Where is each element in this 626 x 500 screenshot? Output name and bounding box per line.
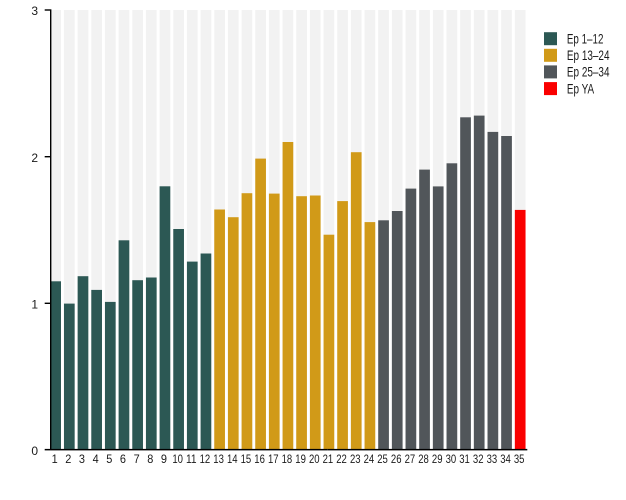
- svg-text:27: 27: [405, 452, 416, 466]
- svg-text:25: 25: [377, 452, 388, 466]
- svg-text:23: 23: [350, 452, 361, 466]
- svg-text:35: 35: [514, 452, 525, 466]
- svg-text:24: 24: [364, 452, 375, 466]
- svg-text:0: 0: [31, 444, 38, 458]
- svg-text:28: 28: [418, 452, 429, 466]
- svg-text:7: 7: [134, 452, 140, 466]
- svg-text:1: 1: [31, 297, 38, 311]
- svg-text:32: 32: [473, 452, 484, 466]
- svg-text:8: 8: [147, 452, 153, 466]
- svg-text:5: 5: [106, 452, 112, 466]
- svg-text:13: 13: [213, 452, 224, 466]
- svg-text:15: 15: [241, 452, 252, 466]
- svg-text:29: 29: [432, 452, 443, 466]
- svg-text:31: 31: [459, 452, 470, 466]
- svg-text:30: 30: [446, 452, 457, 466]
- svg-text:4: 4: [93, 452, 99, 466]
- svg-text:Ep 25–34: Ep 25–34: [567, 65, 610, 80]
- svg-text:34: 34: [500, 452, 511, 466]
- svg-text:33: 33: [487, 452, 498, 466]
- svg-text:3: 3: [31, 4, 38, 18]
- svg-text:2: 2: [31, 151, 38, 165]
- svg-text:10: 10: [172, 452, 183, 466]
- svg-text:26: 26: [391, 452, 402, 466]
- svg-text:21: 21: [323, 452, 334, 466]
- svg-text:2: 2: [65, 452, 71, 466]
- svg-text:16: 16: [254, 452, 265, 466]
- svg-text:19: 19: [295, 452, 306, 466]
- svg-text:20: 20: [309, 452, 320, 466]
- svg-text:18: 18: [282, 452, 293, 466]
- svg-text:12: 12: [200, 452, 211, 466]
- svg-text:14: 14: [227, 452, 238, 466]
- svg-text:Ep 1–12: Ep 1–12: [567, 32, 604, 47]
- svg-text:Ep 13–24: Ep 13–24: [567, 48, 610, 63]
- svg-text:9: 9: [161, 452, 167, 466]
- svg-text:17: 17: [268, 452, 279, 466]
- svg-text:3: 3: [79, 452, 85, 466]
- svg-text:11: 11: [186, 452, 197, 466]
- svg-text:1: 1: [52, 452, 58, 466]
- svg-text:22: 22: [336, 452, 347, 466]
- svg-text:Ep YA: Ep YA: [567, 81, 594, 96]
- svg-text:6: 6: [120, 452, 126, 466]
